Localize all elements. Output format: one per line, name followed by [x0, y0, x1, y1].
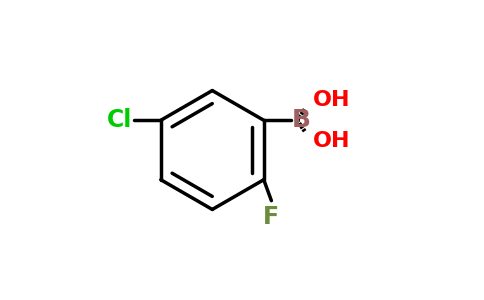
Text: OH: OH [313, 131, 350, 151]
Text: OH: OH [313, 90, 350, 110]
Text: F: F [263, 205, 279, 229]
Text: B: B [292, 108, 311, 132]
Text: Cl: Cl [107, 108, 133, 132]
